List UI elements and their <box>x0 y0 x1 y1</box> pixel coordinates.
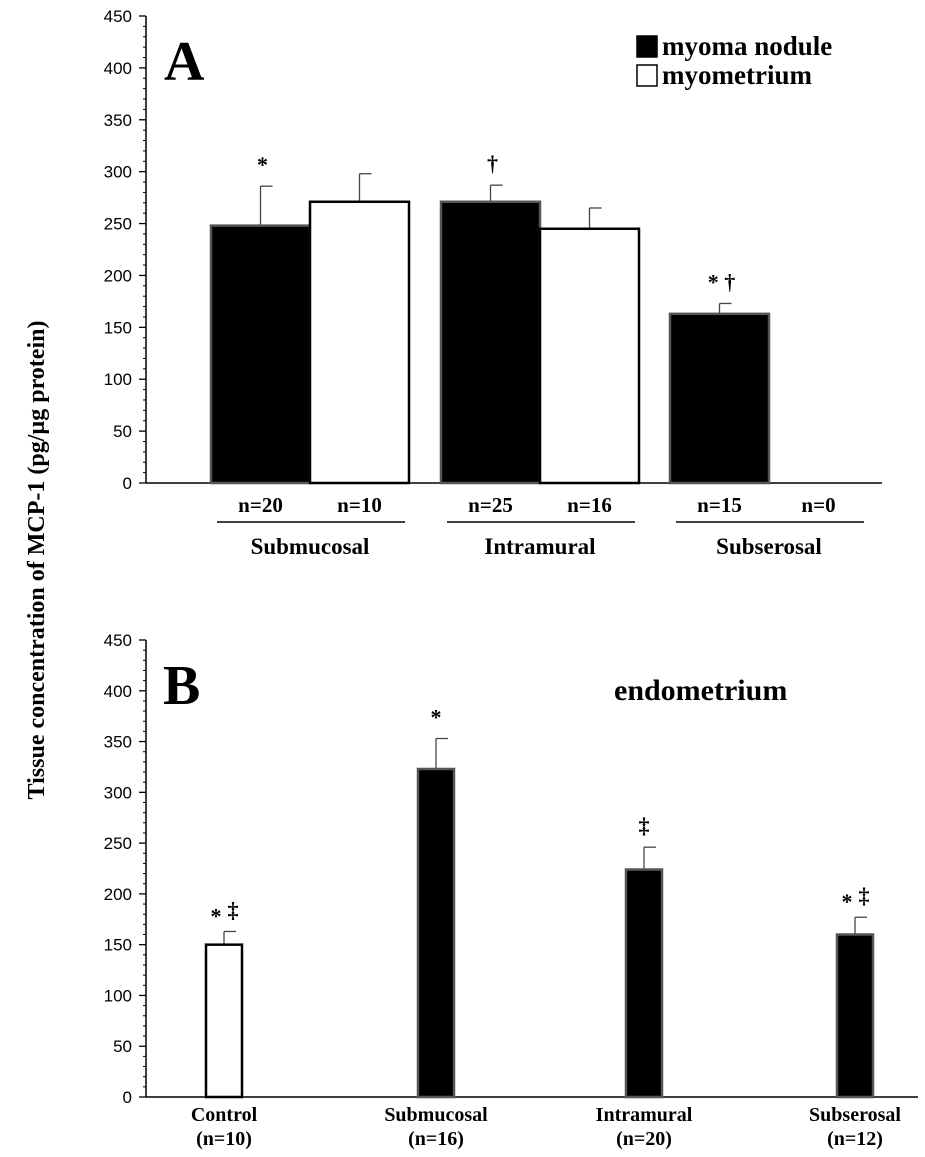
panel-letter: B <box>163 655 200 717</box>
significance-mark: * <box>257 152 268 177</box>
y-tick-label: 450 <box>104 7 132 26</box>
panel-letter: A <box>164 31 205 93</box>
category-label: Subserosal <box>809 1104 901 1126</box>
n-label: n=16 <box>567 493 612 517</box>
bar <box>439 200 542 485</box>
group-label: Intramural <box>484 534 595 559</box>
significance-dagger: ‡ <box>639 813 650 838</box>
y-tick-label: 150 <box>104 936 132 955</box>
category-label: Intramural <box>596 1104 693 1126</box>
significance-dagger: ‡ <box>859 883 870 908</box>
y-tick-label: 0 <box>123 474 132 493</box>
significance-dagger: ‡ <box>228 897 239 922</box>
y-tick-label: 400 <box>104 682 132 701</box>
bar <box>835 933 875 1099</box>
y-tick-label: 400 <box>104 59 132 78</box>
category-label: Control <box>191 1104 258 1126</box>
y-axis-label: Tissue concentration of MCP-1 (pg/µg pro… <box>24 321 50 800</box>
bar <box>624 868 664 1099</box>
significance-mark: * † <box>708 269 736 294</box>
n-label: n=10 <box>337 493 382 517</box>
y-tick-label: 300 <box>104 783 132 802</box>
n-label: n=25 <box>468 493 513 517</box>
n-label: (n=16) <box>408 1128 464 1150</box>
category-label: Submucosal <box>384 1104 488 1126</box>
legend-swatch <box>636 35 658 58</box>
y-tick-label: 350 <box>104 733 132 752</box>
y-tick-label: 50 <box>113 422 132 441</box>
y-tick-label: 0 <box>123 1088 132 1107</box>
legend-label: myometrium <box>662 60 812 90</box>
significance-star: * <box>842 889 853 914</box>
bar <box>308 200 411 485</box>
y-tick-label: 200 <box>104 885 132 904</box>
y-tick-label: 350 <box>104 111 132 130</box>
bar <box>209 224 312 485</box>
y-tick-label: 50 <box>113 1037 132 1056</box>
significance-star: * <box>211 903 222 928</box>
y-tick-label: 200 <box>104 266 132 285</box>
n-label: (n=12) <box>827 1128 883 1150</box>
significance-star: * <box>431 705 442 730</box>
series-label: endometrium <box>614 674 787 707</box>
bar <box>416 767 456 1099</box>
y-tick-label: 250 <box>104 215 132 234</box>
y-tick-label: 450 <box>104 631 132 650</box>
y-tick-label: 250 <box>104 834 132 853</box>
bar <box>538 227 641 485</box>
n-label: (n=10) <box>196 1128 252 1150</box>
panel-b: 0 50 100 150 200 250 300 350 400 450 B endometrium *… <box>104 631 918 1150</box>
bar <box>204 943 244 1099</box>
y-tick-label: 100 <box>104 986 132 1005</box>
significance-mark: † <box>487 151 498 176</box>
n-label: (n=20) <box>616 1128 672 1150</box>
y-tick-label: 300 <box>104 163 132 182</box>
group-label: Submucosal <box>251 534 370 559</box>
group-label: Subserosal <box>716 534 822 559</box>
n-label: n=20 <box>238 493 283 517</box>
y-tick-label: 100 <box>104 370 132 389</box>
legend-swatch <box>636 64 658 87</box>
n-label: n=15 <box>697 493 742 517</box>
y-tick-label: 150 <box>104 318 132 337</box>
n-label: n=0 <box>801 493 835 517</box>
bar <box>668 312 771 485</box>
panel-a: 0 50 100 150 200 250 300 350 400 450 A myoma nodule… <box>104 7 882 559</box>
legend-label: myoma nodule <box>662 31 832 61</box>
